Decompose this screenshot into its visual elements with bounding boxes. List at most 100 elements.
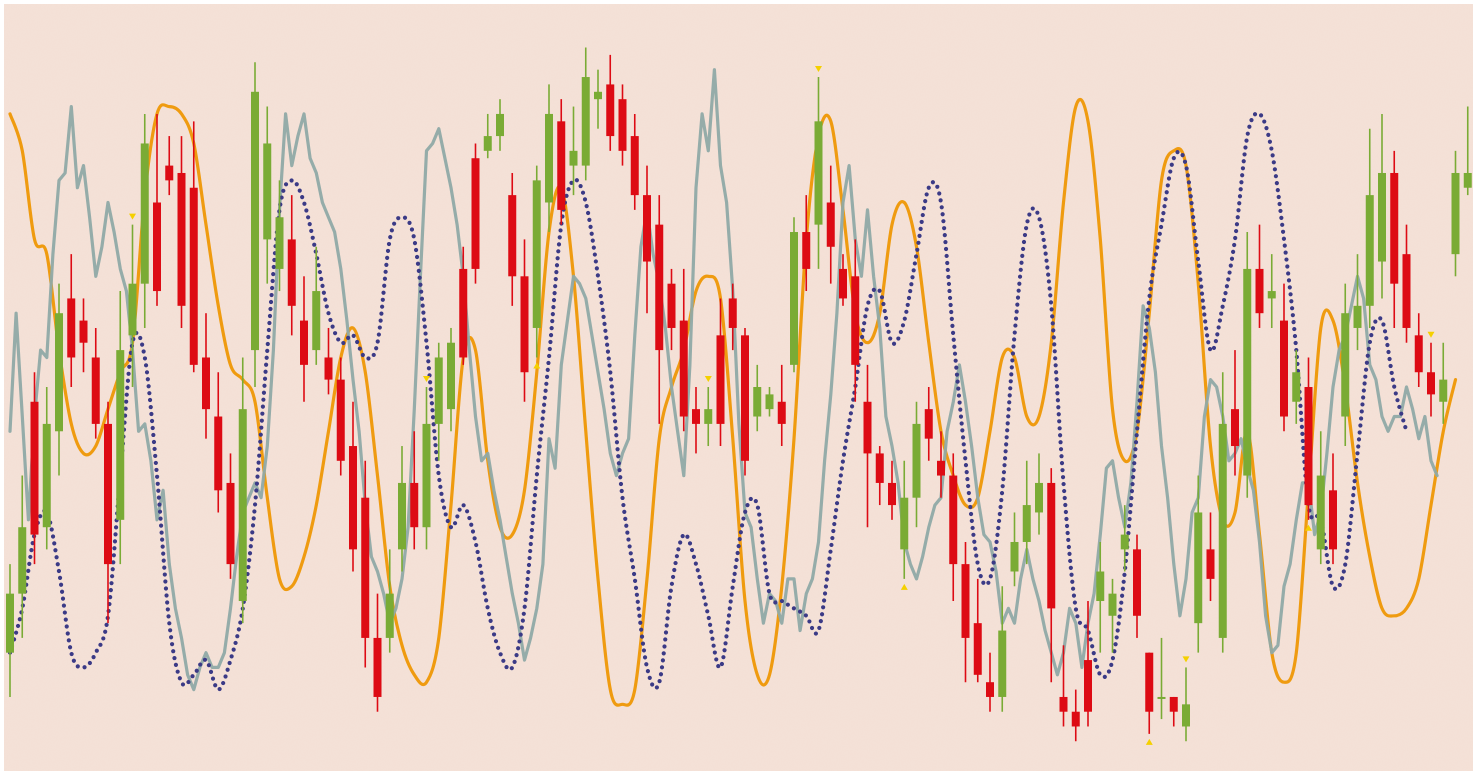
candle (349, 401, 357, 572)
candle (863, 364, 872, 528)
candle (177, 136, 186, 328)
candle (949, 453, 958, 602)
candle (30, 372, 39, 565)
candle-body (1427, 372, 1435, 395)
candle-body (447, 342, 455, 410)
signal-marker (704, 376, 712, 382)
candle (1378, 113, 1386, 299)
candle (483, 113, 492, 159)
candle (594, 69, 602, 129)
candle-body (998, 630, 1007, 697)
candle (973, 578, 982, 683)
candle (1267, 254, 1276, 328)
candle-body (434, 357, 443, 424)
candle (924, 387, 933, 461)
candle (998, 586, 1007, 712)
candle-body (373, 637, 382, 697)
candle (1194, 475, 1203, 653)
candle (6, 564, 14, 697)
candle-body (1206, 549, 1215, 579)
candle-body (557, 121, 566, 210)
candle-body (606, 84, 615, 137)
candle-body (667, 283, 676, 328)
candle (410, 431, 419, 550)
candle-body (692, 409, 700, 424)
candle-body (1194, 512, 1203, 624)
candle-body (116, 350, 125, 520)
candle (826, 165, 835, 284)
candle (900, 460, 909, 579)
candle (1084, 601, 1092, 727)
candles-group (6, 47, 1472, 742)
candle-body (851, 276, 860, 365)
candle-body (949, 475, 958, 565)
candle (238, 357, 247, 624)
candle (140, 113, 149, 328)
candle-body (655, 224, 664, 351)
candle-body (459, 268, 468, 358)
candle-body (1353, 305, 1362, 328)
signal-marker (815, 66, 822, 72)
candle-body (483, 136, 492, 151)
candle (581, 47, 590, 181)
signal-markers (129, 66, 1435, 745)
candle-body (312, 291, 321, 351)
candle (851, 239, 860, 402)
candle-body (189, 187, 198, 365)
candle (875, 446, 884, 506)
chart-area (4, 4, 1473, 771)
candle (336, 357, 345, 476)
candle (214, 372, 223, 513)
candle-body (1145, 652, 1154, 712)
candle-body (1243, 268, 1252, 476)
candle (937, 431, 945, 498)
candle (569, 106, 578, 196)
candle-body (888, 482, 896, 506)
candle-body (569, 150, 578, 166)
candle (1182, 667, 1190, 742)
candle-body (1451, 172, 1460, 255)
candle-body (79, 320, 88, 343)
candle (165, 136, 174, 196)
candle (667, 268, 676, 351)
candle (1304, 357, 1313, 520)
candle (263, 106, 272, 284)
candle (447, 327, 455, 432)
candle-body (1157, 696, 1166, 699)
candle-body (1280, 320, 1288, 417)
candle-body (1292, 372, 1301, 402)
candle (986, 652, 994, 712)
candle-body (1010, 541, 1019, 572)
indicator-lines (7, 68, 1458, 707)
candle-body (863, 401, 872, 454)
candle-body (238, 409, 247, 602)
candle (606, 54, 615, 151)
candle-body (1402, 254, 1411, 328)
candle (459, 246, 468, 365)
candle-body (140, 143, 149, 284)
candle (618, 84, 627, 166)
candle-body (1463, 172, 1472, 188)
candle-body (618, 99, 627, 151)
candle (1108, 578, 1117, 653)
candle (1341, 283, 1350, 447)
candle (1414, 313, 1423, 387)
candle (18, 475, 27, 638)
candle-body (581, 77, 590, 166)
candle (1280, 283, 1288, 432)
candle-body (875, 453, 884, 483)
candle (422, 387, 431, 550)
candle-body (814, 121, 823, 225)
candle (1365, 128, 1374, 328)
candle-body (839, 268, 847, 299)
candle (1169, 696, 1178, 727)
candle-body (336, 379, 345, 461)
candle-body (508, 195, 517, 277)
candle-body (1231, 409, 1239, 447)
candle (287, 195, 296, 336)
candle (91, 327, 100, 439)
candle (1231, 350, 1239, 476)
candle-body (630, 136, 639, 196)
candle (1451, 150, 1460, 277)
candle (961, 541, 970, 683)
